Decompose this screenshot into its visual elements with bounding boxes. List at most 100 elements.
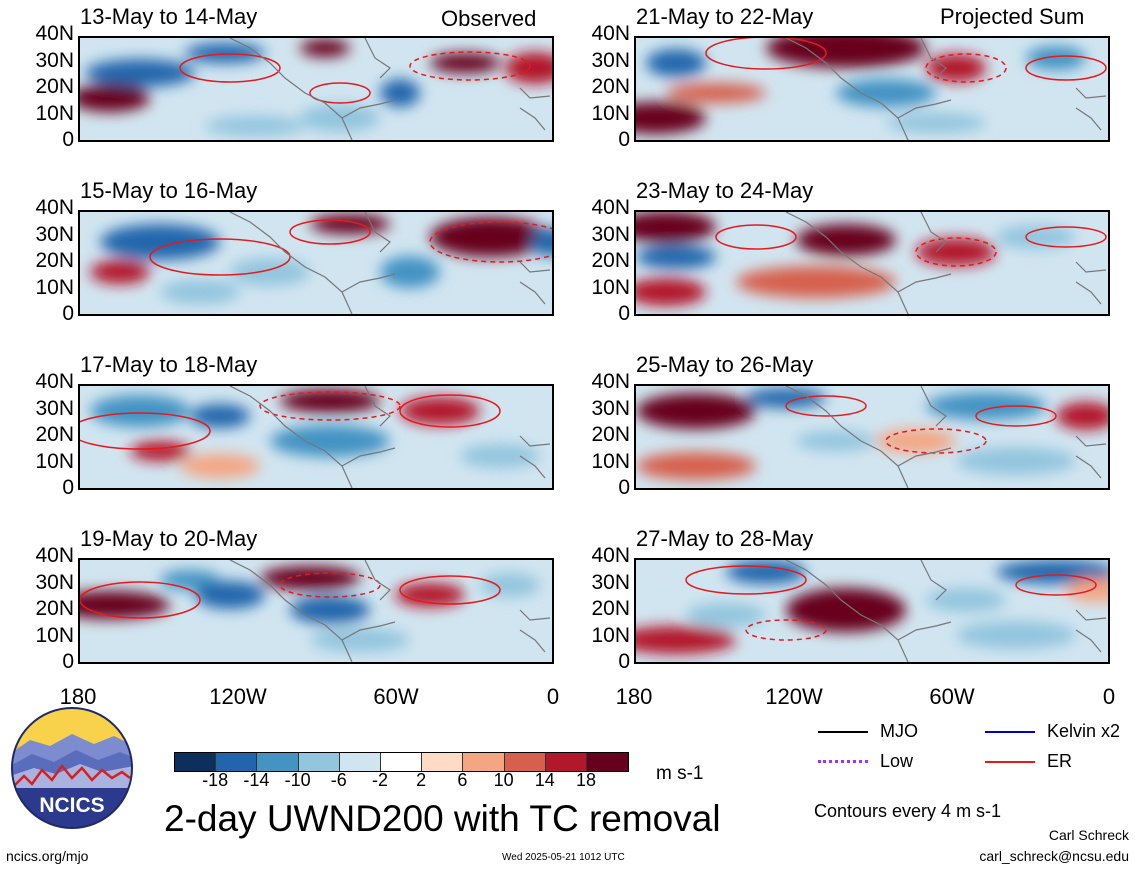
- anomaly-blob: [916, 238, 996, 266]
- colorbar-tick-label: -14: [243, 770, 270, 790]
- anomaly-blob: [205, 116, 305, 136]
- colorbar-swatch: [545, 753, 587, 771]
- anomaly-blob: [400, 397, 480, 425]
- anomaly-blob: [80, 591, 170, 619]
- colorbar-tick-label: -10: [284, 770, 311, 790]
- colorbar-swatch: [463, 753, 505, 771]
- lat-tick-label: 0: [62, 476, 74, 499]
- er-contour: [1025, 226, 1107, 248]
- lon-tick-left-120w: 120W: [209, 684, 267, 709]
- anomaly-blob: [380, 79, 420, 107]
- map-panel-proj-4: [634, 558, 1110, 664]
- lat-tick-label: 40N: [35, 196, 74, 219]
- er-contour: [975, 405, 1057, 427]
- er-contour: [179, 53, 281, 83]
- er-contour: [745, 619, 827, 641]
- lat-tick-label: 30N: [591, 570, 630, 594]
- lon-tick-right-0: 0: [1102, 684, 1116, 709]
- lat-tick-label: 0: [62, 650, 74, 673]
- er-contour: [1025, 55, 1107, 81]
- anomaly-blob: [430, 53, 500, 73]
- coastline: [785, 560, 1107, 662]
- lat-tick-label: 10N: [35, 623, 74, 647]
- lat-tick-label: 10N: [35, 449, 74, 473]
- colorbar-tick-label: 6: [457, 770, 468, 790]
- site-url[interactable]: ncics.org/mjo: [6, 848, 89, 864]
- er-contour: [715, 224, 797, 250]
- lat-tick-label: 30N: [591, 396, 630, 420]
- lon-tick-left-60w: 60W: [373, 684, 419, 709]
- panel-title-obs-4: 19-May to 20-May: [80, 526, 258, 551]
- colorbar-tick-label: 10: [493, 770, 514, 790]
- anomaly-blob: [686, 603, 766, 627]
- lat-tick-label: 10N: [591, 623, 630, 647]
- map-panel-obs-1: [78, 36, 554, 142]
- map-panel-proj-1: [634, 36, 1110, 142]
- anomaly-blob: [85, 59, 195, 87]
- anomaly-blob: [530, 228, 552, 256]
- contours-note: Contours every 4 m s-1: [814, 801, 1002, 821]
- author-name: Carl Schreck: [1048, 827, 1129, 843]
- panel-title-proj-1: 21-May to 22-May: [636, 4, 814, 29]
- anomaly-blob: [480, 573, 540, 597]
- lon-tick-left-180: 180: [59, 684, 97, 709]
- legend-er-label: ER: [1047, 751, 1073, 771]
- colorbar-swatch: [175, 753, 217, 771]
- er-contour: [785, 395, 867, 417]
- colorbar-unit: m s-1: [656, 763, 704, 784]
- anomaly-blob: [460, 444, 540, 468]
- lon-tick-left-0: 0: [546, 684, 560, 709]
- anomaly-blob: [430, 217, 550, 257]
- anomaly-blob: [796, 431, 876, 451]
- coastline: [229, 212, 551, 314]
- er-contour: [705, 38, 827, 70]
- colorbar-tick-label: -2: [371, 770, 388, 790]
- lat-tick-label: 10N: [591, 275, 630, 299]
- map-field: [80, 212, 552, 314]
- lat-tick-label: 40N: [35, 544, 74, 567]
- panel-title-proj-3: 25-May to 26-May: [636, 352, 814, 377]
- anomaly-blob: [300, 39, 350, 57]
- anomaly-blob: [636, 212, 716, 243]
- anomaly-blob: [300, 104, 380, 132]
- anomaly-blob: [380, 256, 440, 288]
- panel-title-proj-4: 27-May to 28-May: [636, 526, 814, 551]
- author-email[interactable]: carl_schreck@ncsu.edu: [979, 848, 1129, 864]
- legend-low: Low: [818, 751, 913, 772]
- anomaly-blob: [926, 588, 1006, 612]
- anomaly-blob: [996, 225, 1076, 249]
- er-contour: [409, 51, 531, 81]
- panel-title-obs-2: 15-May to 16-May: [80, 178, 258, 203]
- anomaly-blob: [100, 224, 220, 260]
- legend-low-label: Low: [880, 751, 914, 771]
- logo-text: NCICS: [39, 794, 104, 817]
- anomaly-blob: [996, 560, 1108, 584]
- anomaly-blob: [876, 429, 956, 453]
- coastline: [785, 38, 1107, 140]
- anomaly-blob: [636, 452, 756, 480]
- lon-tick-right-120w: 120W: [765, 684, 823, 709]
- legend-mjo-line: [818, 730, 868, 733]
- anomaly-blob: [926, 392, 1046, 420]
- map-panel-obs-3: [78, 384, 554, 490]
- map-field: [636, 38, 1108, 140]
- map-panel-proj-2: [634, 210, 1110, 316]
- anomaly-blob: [636, 393, 756, 429]
- lat-tick-label: 0: [618, 302, 630, 325]
- legend-kelvin: Kelvin x2: [985, 721, 1120, 742]
- lat-tick-label: 0: [618, 476, 630, 499]
- anomaly-blob: [886, 113, 986, 133]
- anomaly-blob: [636, 245, 716, 269]
- colorbar-tick-label: -18: [202, 770, 229, 790]
- lat-tick-label: 0: [618, 650, 630, 673]
- lat-tick-label: 10N: [35, 275, 74, 299]
- anomaly-blob: [1026, 46, 1086, 70]
- anomaly-blob: [1056, 402, 1108, 430]
- lon-tick-right-60w: 60W: [929, 684, 975, 709]
- er-contour: [399, 394, 501, 428]
- anomaly-blob: [636, 102, 706, 134]
- lat-tick-label: 10N: [591, 101, 630, 125]
- legend-kelvin-line: [985, 730, 1035, 733]
- colorbar-swatch: [380, 753, 423, 771]
- legend-er-line: [985, 760, 1035, 763]
